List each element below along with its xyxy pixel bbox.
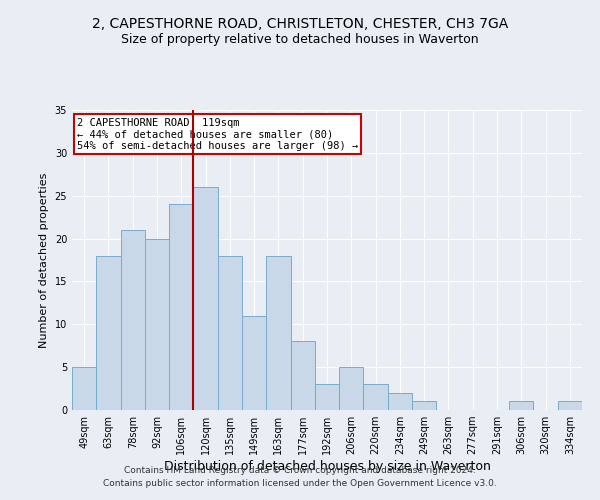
Bar [315,384,339,410]
Text: Contains HM Land Registry data © Crown copyright and database right 2024.
Contai: Contains HM Land Registry data © Crown c… [103,466,497,487]
Bar [364,384,388,410]
Bar [266,256,290,410]
Bar [193,187,218,410]
Bar [290,342,315,410]
Text: 2 CAPESTHORNE ROAD: 119sqm
← 44% of detached houses are smaller (80)
54% of semi: 2 CAPESTHORNE ROAD: 119sqm ← 44% of deta… [77,118,358,150]
Bar [558,402,582,410]
Bar [509,402,533,410]
Bar [121,230,145,410]
Bar [388,393,412,410]
Text: Size of property relative to detached houses in Waverton: Size of property relative to detached ho… [121,32,479,46]
X-axis label: Distribution of detached houses by size in Waverton: Distribution of detached houses by size … [164,460,490,473]
Bar [72,367,96,410]
Bar [339,367,364,410]
Text: 2, CAPESTHORNE ROAD, CHRISTLETON, CHESTER, CH3 7GA: 2, CAPESTHORNE ROAD, CHRISTLETON, CHESTE… [92,18,508,32]
Bar [145,238,169,410]
Y-axis label: Number of detached properties: Number of detached properties [39,172,49,348]
Bar [169,204,193,410]
Bar [218,256,242,410]
Bar [242,316,266,410]
Bar [96,256,121,410]
Bar [412,402,436,410]
